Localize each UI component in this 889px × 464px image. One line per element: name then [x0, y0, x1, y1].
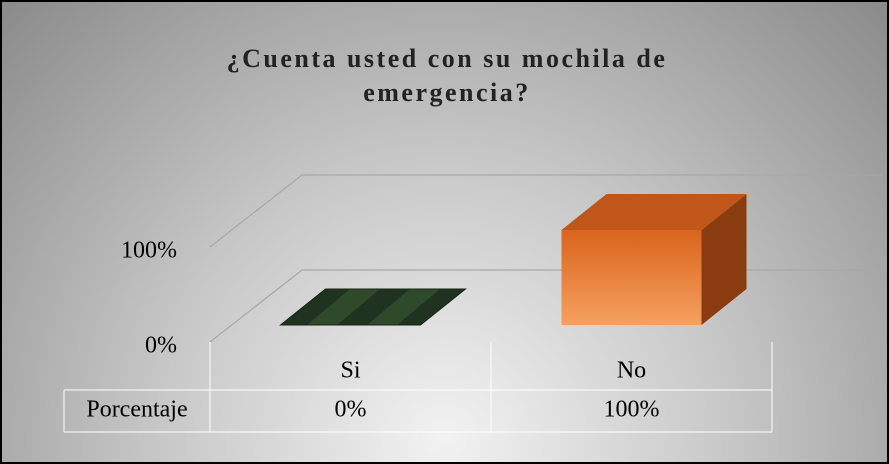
bar-side	[701, 194, 747, 325]
x-tick-label: Si	[340, 358, 360, 384]
data-label: 0%	[335, 397, 367, 423]
x-tick-label: No	[617, 358, 646, 384]
data-label: 100%	[604, 397, 660, 423]
grid-line	[209, 174, 882, 248]
bar-top	[561, 194, 747, 230]
bar-front	[561, 230, 702, 325]
y-tick-label: 100%	[121, 238, 177, 264]
table-row-label: Porcentaje	[86, 397, 187, 423]
y-tick-label: 0%	[145, 333, 177, 359]
chart-title: ¿Cuenta usted con su mochila de emergenc…	[226, 44, 668, 107]
bar-top	[279, 288, 467, 326]
